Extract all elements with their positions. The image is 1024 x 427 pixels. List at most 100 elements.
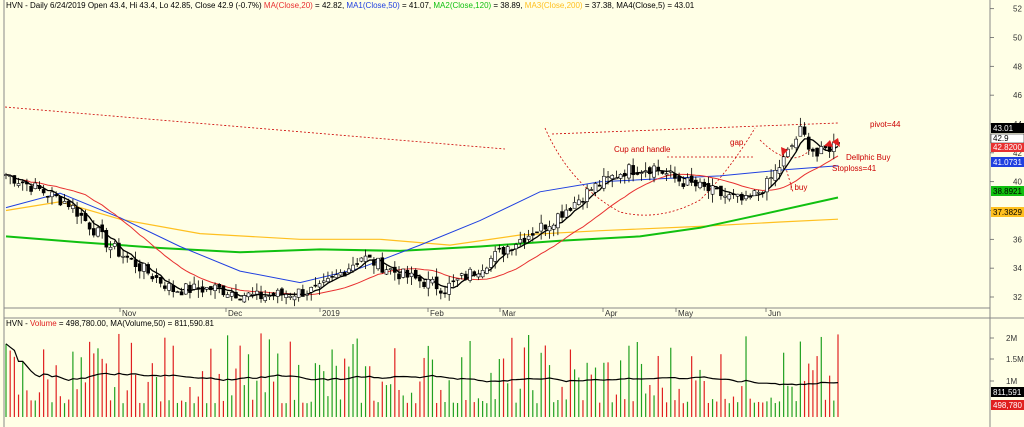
vol-ma-tag [991,387,1024,397]
candle-body [760,192,765,194]
candle-body [714,187,719,190]
candle-body [263,296,268,301]
candle-body [112,243,117,247]
candle-body [397,273,401,280]
candle-body [710,185,715,195]
candle-body [597,184,602,187]
header-ma200-value: = 37.38, [583,1,617,10]
header-ma20-label: MA(Close,20) [264,1,313,10]
candle-body [501,246,506,255]
candle-body [510,249,514,252]
candle-body [685,177,690,186]
candle-body [50,191,54,198]
candle-body [489,258,493,268]
candle-body [334,274,339,279]
i-buy-pointer [781,154,794,193]
candle-body [530,233,535,236]
time-tick-label: Mar [502,309,516,318]
candle-body [338,272,343,276]
candle-body [589,189,594,191]
candle-body [58,195,63,206]
time-axis: Nov Dec 2019 Feb Mar Apr May Jun [119,308,781,318]
candle-body [434,276,439,290]
candle-body [108,246,113,251]
candle-body [62,201,67,204]
candle-body [179,291,184,296]
candle-body [731,193,736,196]
candle-body [204,287,209,290]
candle-body [317,283,322,288]
candle-body [497,247,502,250]
candle-body [125,255,130,258]
candle-body [648,167,652,175]
volume-ma-line [5,343,839,386]
ma120-line [5,196,839,254]
candle-body [765,178,769,193]
candle-body [702,181,707,187]
candle-body [635,172,640,175]
buy-arrow-1 [781,147,788,156]
candle-body [455,278,460,281]
buy-arrow-2 [824,140,833,147]
candle-body [493,251,497,262]
candlesticks [4,117,840,307]
candle-body [643,170,648,172]
candle-body [183,283,188,295]
stoploss-label: Stoploss=41 [832,164,877,173]
header-ma50-value: = 41.07, [400,1,434,10]
candle-body [71,205,75,209]
header-symbol: HVN [6,1,23,10]
vol-header-dash: - [23,319,30,328]
candle-body [163,285,167,289]
price-header: HVN - Daily 6/24/2019 Open 43.4, Hi 43.4… [6,1,695,10]
ma200-tag [991,207,1024,217]
time-tick-label: Dec [228,309,242,318]
candle-body [798,125,803,137]
candle-body [167,283,171,291]
candle-body [677,175,681,182]
gap-label: gap [730,138,744,147]
close-tag-text: 42.9 [993,134,1009,143]
candle-body [388,268,393,271]
candle-body [551,224,556,230]
candle-body [522,237,527,243]
candle-body [430,279,435,284]
candle-body [723,195,727,198]
candle-body [326,278,330,283]
candle-body [54,194,58,197]
candle-body [819,146,824,155]
candle-body [296,288,301,298]
candle-body [464,273,468,280]
price-tick-label: 48 [1013,62,1022,71]
candle-body [652,165,656,178]
ma20-tag-text: 42.8200 [993,143,1022,152]
candle-body [384,269,389,275]
ma120-tag-text: 38.8921 [993,187,1022,196]
candle-body [572,202,577,209]
vol-header-ma-label: MA(Volume,50) [110,319,165,328]
time-tick-label: 2019 [322,309,340,318]
candle-body [476,273,481,278]
candle-body [535,231,539,234]
candle-body [618,174,623,179]
value-tags: 43.01 42.9 42.8200 41.0731 38.8921 37.38… [990,123,1024,410]
candle-body [735,193,740,197]
candle-body [200,286,205,293]
price-tick-label: 46 [1013,91,1022,100]
i-buy-label: I buy [790,183,807,192]
ma200-tag-text: 37.3829 [993,208,1022,217]
candle-body [656,166,661,171]
candle-body [213,284,217,292]
price-tick-label: 42 [1013,149,1022,158]
candle-body [351,264,355,272]
candle-body [593,183,598,193]
candle-body [727,194,732,200]
candle-body [393,266,397,273]
candle-body [740,193,744,201]
candle-body [827,146,832,152]
candle-body [443,292,447,295]
candle-body [363,255,368,262]
candle-body [806,136,811,150]
candle-body [769,177,773,180]
